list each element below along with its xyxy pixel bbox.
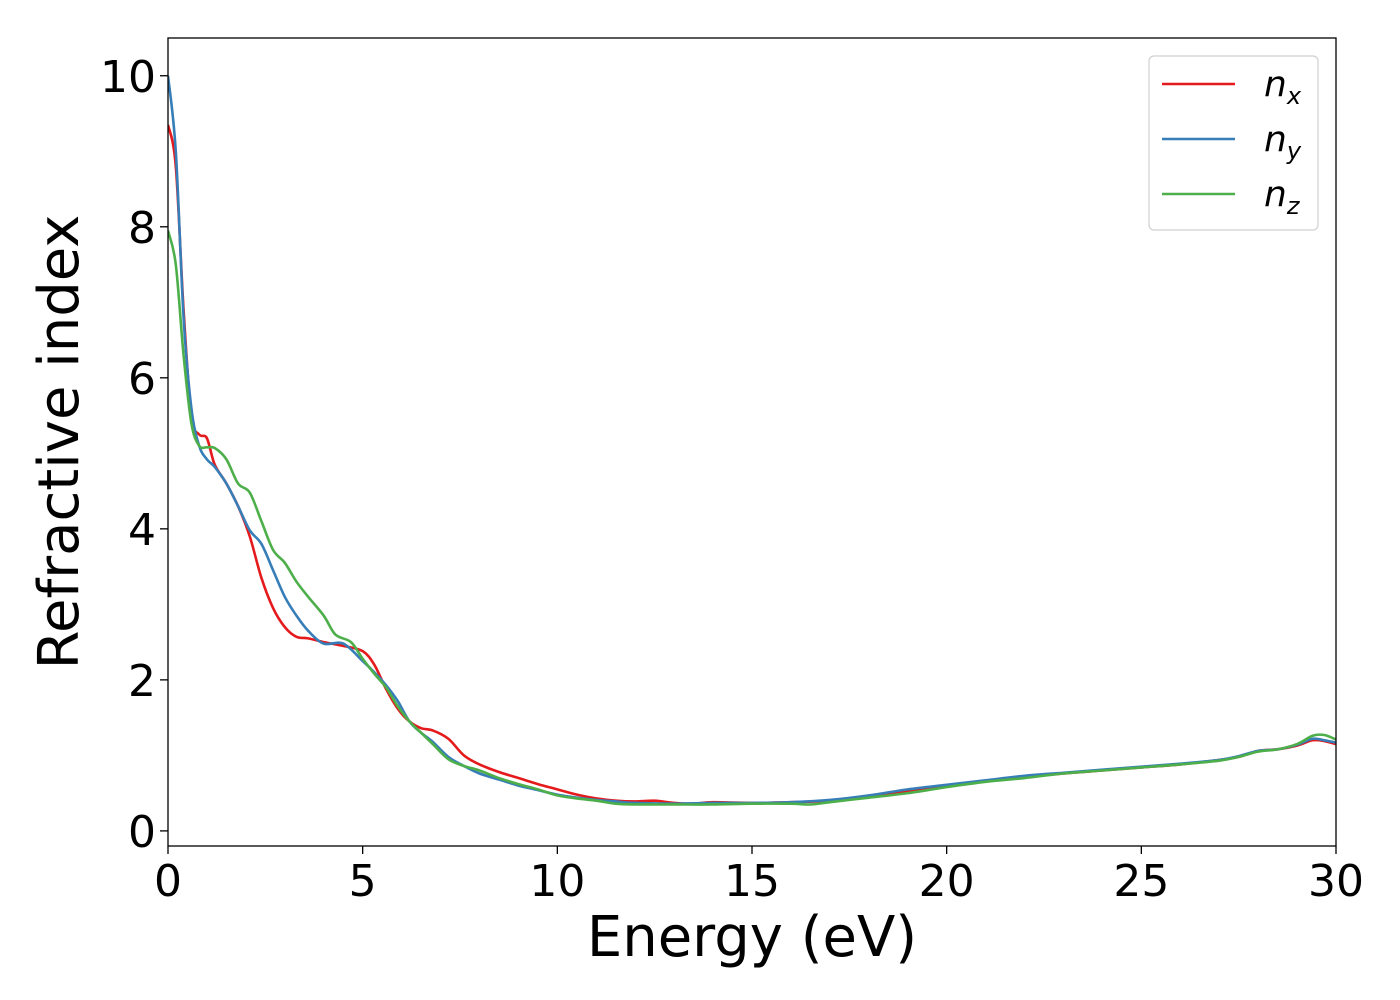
x-axis-title: Energy (eV) bbox=[587, 905, 917, 970]
legend-box bbox=[1148, 55, 1319, 231]
y-tick-label: 10 bbox=[100, 52, 156, 103]
legend-label-ny: ny bbox=[1264, 119, 1302, 165]
series-line-nz bbox=[168, 230, 1336, 806]
y-axis: 0 2 4 6 8 10 bbox=[100, 52, 168, 858]
legend-label-nz: nz bbox=[1264, 174, 1301, 220]
x-axis: 0 5 10 15 20 25 30 bbox=[154, 846, 1364, 907]
x-tick-label: 10 bbox=[529, 856, 585, 907]
x-tick-label: 0 bbox=[154, 856, 182, 907]
legend: nx ny nz bbox=[1148, 55, 1319, 231]
x-tick-label: 20 bbox=[919, 856, 975, 907]
x-tick-label: 25 bbox=[1113, 856, 1169, 907]
y-tick-label: 8 bbox=[128, 203, 156, 254]
x-tick-label: 15 bbox=[724, 856, 780, 907]
x-tick-label: 30 bbox=[1308, 856, 1364, 907]
y-tick-label: 2 bbox=[128, 656, 156, 707]
x-tick-label: 5 bbox=[349, 856, 377, 907]
y-tick-label: 4 bbox=[128, 505, 156, 556]
y-axis-title: Refractive index bbox=[27, 215, 92, 670]
y-tick-label: 0 bbox=[128, 807, 156, 858]
y-tick-label: 6 bbox=[128, 354, 156, 405]
legend-label-nx: nx bbox=[1264, 64, 1302, 110]
